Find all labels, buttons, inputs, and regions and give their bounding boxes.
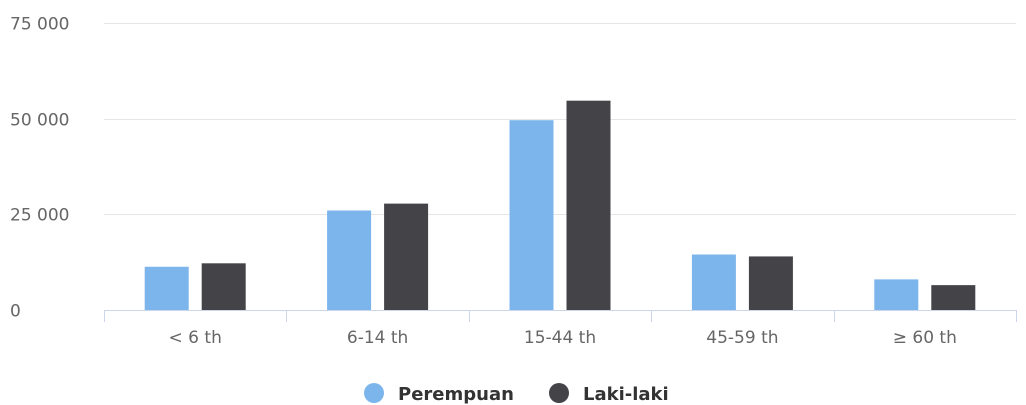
bar-perempuan xyxy=(691,254,736,310)
y-tick-label: 0 xyxy=(10,302,21,322)
legend-item-laki-laki[interactable]: Laki-laki xyxy=(549,383,669,405)
legend-marker-icon xyxy=(364,383,384,403)
bar-perempuan xyxy=(327,210,372,310)
x-tick-label: ≥ 60 th xyxy=(893,328,957,348)
legend[interactable]: Perempuan Laki-laki xyxy=(364,383,669,405)
y-tick-label: 75 000 xyxy=(10,15,69,35)
bar-perempuan xyxy=(874,279,919,310)
grid-lines xyxy=(104,23,1016,215)
bar-laki-laki xyxy=(748,256,793,310)
x-tick-label: 15-44 th xyxy=(524,328,596,348)
x-tick-label: 6-14 th xyxy=(347,328,408,348)
bar-laki-laki xyxy=(566,100,611,310)
bar-laki-laki xyxy=(201,263,246,310)
legend-label: Perempuan xyxy=(398,384,514,405)
legend-item-perempuan[interactable]: Perempuan xyxy=(364,383,514,405)
bars xyxy=(144,100,976,311)
y-tick-label: 50 000 xyxy=(10,111,69,131)
bar-laki-laki xyxy=(384,203,429,310)
x-axis xyxy=(104,310,1017,322)
x-tick-label: < 6 th xyxy=(169,328,222,348)
bar-perempuan xyxy=(144,266,189,310)
y-tick-label: 25 000 xyxy=(10,206,69,226)
bar-laki-laki xyxy=(931,285,976,310)
bar-perempuan xyxy=(509,120,554,311)
x-axis-ticks: < 6 th 6-14 th 15-44 th 45-59 th ≥ 60 th xyxy=(169,328,957,348)
legend-marker-icon xyxy=(549,383,569,403)
legend-label: Laki-laki xyxy=(583,384,669,405)
x-tick-label: 45-59 th xyxy=(706,328,778,348)
y-axis-ticks: 0 25 000 50 000 75 000 xyxy=(10,15,69,322)
